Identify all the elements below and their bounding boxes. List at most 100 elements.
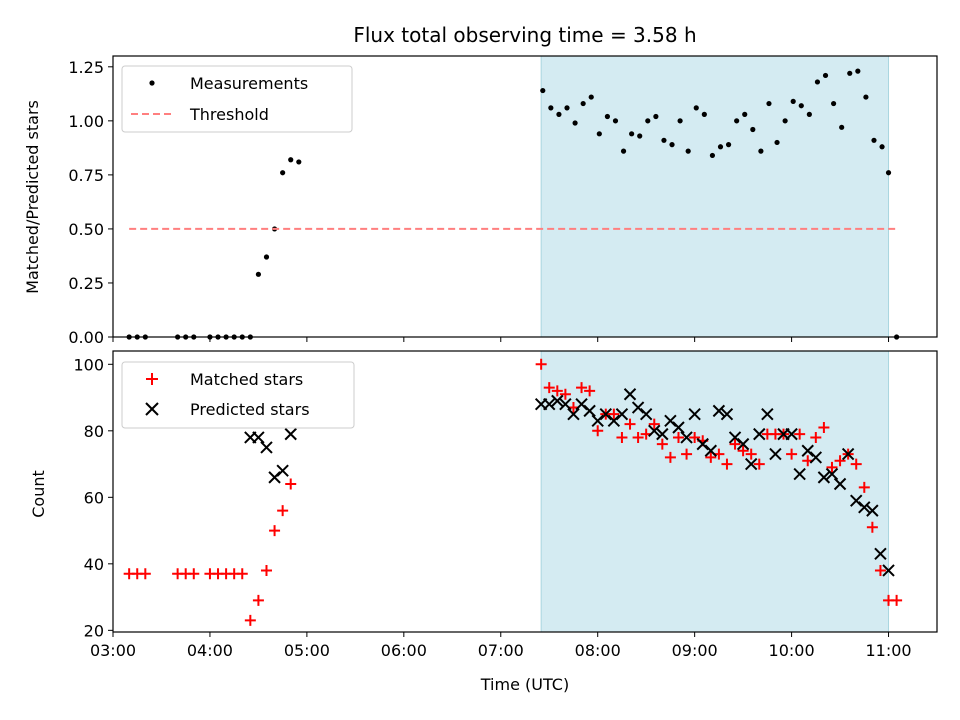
x-tick-label: 03:00 [90, 641, 136, 660]
matched-star-point [624, 418, 636, 430]
measurement-point [653, 113, 659, 120]
predicted-star-point [639, 407, 653, 421]
predicted-star-point [874, 547, 887, 561]
bottom-legend: Matched stars Predicted stars [121, 361, 355, 429]
measurement-point [725, 142, 732, 148]
legend-measurements-marker [149, 80, 155, 86]
matched-star-point [689, 431, 701, 443]
legend-matched-marker [146, 373, 158, 385]
predicted-star-point [543, 397, 556, 411]
predicted-star-point [696, 437, 709, 451]
measurement-point [645, 118, 651, 124]
measurement-point [766, 100, 772, 107]
matched-star-point [244, 614, 256, 626]
predicted-star-point [680, 431, 693, 444]
matched-star-point [535, 358, 547, 370]
predicted-star-point [615, 407, 629, 421]
predicted-star-point [720, 407, 734, 421]
measurement-point [814, 79, 821, 85]
measurement-point [669, 142, 675, 148]
predicted-star-point [744, 457, 758, 471]
matched-star-point [269, 525, 281, 537]
x-tick-label: 09:00 [672, 641, 718, 660]
measurement-point [782, 118, 788, 124]
x-tick-label: 04:00 [187, 641, 233, 660]
measurement-point [790, 98, 796, 104]
measurement-point [572, 120, 578, 126]
matched-star-point [543, 382, 555, 394]
y-tick-label: 80 [84, 422, 104, 441]
measurement-point [296, 159, 302, 165]
predicted-star-point [817, 471, 831, 484]
matched-star-point [648, 418, 660, 430]
matched-star-point [891, 594, 903, 606]
matched-star-point [664, 451, 676, 463]
legend-predicted-marker [145, 402, 159, 416]
matched-star-point [277, 505, 289, 517]
y-tick-label: 40 [84, 555, 104, 574]
matched-star-point [559, 388, 571, 400]
matched-star-point [794, 428, 806, 440]
predicted-star-point [753, 427, 766, 441]
matched-star-point [285, 478, 297, 490]
predicted-star-point [769, 447, 782, 461]
predicted-star-point [793, 467, 806, 481]
measurement-point [556, 111, 562, 117]
top-axes-frame [112, 55, 938, 338]
predicted-star-point [825, 467, 839, 481]
measurement-point [839, 124, 845, 130]
matched-star-point [786, 448, 798, 460]
matched-star-point [874, 564, 886, 576]
y-tick-label: 0.50 [68, 220, 104, 239]
x-tick-label: 10:00 [769, 641, 815, 660]
predicted-star-point [688, 407, 701, 421]
measurement-point [750, 126, 756, 133]
measurement-point [620, 148, 627, 154]
measurement-point [734, 118, 740, 124]
ratio-panel: Flux total observing time = 3.58 h 0.00 0… [23, 23, 938, 347]
matched-star-point [608, 408, 620, 420]
measurement-point [742, 111, 748, 117]
matched-star-point [729, 438, 741, 450]
predicted-star-point [284, 427, 297, 441]
predicted-star-point [704, 444, 718, 457]
predicted-star-point [850, 494, 863, 507]
measurement-point [661, 137, 667, 143]
legend-predicted-label: Predicted stars [190, 400, 310, 419]
predicted-star-point [276, 464, 289, 477]
x-tick-label: 06:00 [381, 641, 427, 660]
matched-star-point [850, 458, 862, 470]
matched-star-point [656, 438, 668, 450]
matched-star-point [584, 385, 596, 397]
predicted-star-point [252, 431, 265, 444]
matched-star-point [753, 458, 765, 470]
measurement-point [830, 100, 837, 107]
measurement-point [798, 103, 804, 109]
predicted-star-point [631, 401, 645, 414]
matched-star-point [705, 451, 717, 463]
y-tick-label: 0.00 [68, 328, 104, 347]
predicted-star-point [736, 437, 750, 451]
measurement-point [685, 148, 691, 154]
measurement-point [612, 118, 619, 124]
top-y-axis-label: Matched/Predicted stars [23, 100, 42, 294]
matched-star-point [826, 461, 838, 473]
y-tick-label: 0.75 [68, 166, 104, 185]
matched-star-point [188, 568, 200, 580]
predicted-star-point [551, 394, 564, 408]
measurement-point [822, 72, 829, 79]
x-axis-label: Time (UTC) [480, 675, 569, 694]
predicted-star-point [599, 407, 612, 421]
measurement-point [288, 157, 294, 163]
observing-window-shade [540, 350, 890, 633]
measurement-point [548, 105, 554, 111]
matched-star-point [576, 382, 588, 394]
predicted-star-point [712, 404, 726, 418]
predicted-star-point [761, 407, 774, 421]
matched-star-point [818, 421, 830, 433]
matched-star-point [592, 425, 604, 437]
predicted-star-point [648, 424, 661, 438]
y-tick-label: 1.00 [68, 112, 104, 131]
predicted-star-point [785, 427, 798, 441]
matched-star-point [866, 521, 878, 533]
